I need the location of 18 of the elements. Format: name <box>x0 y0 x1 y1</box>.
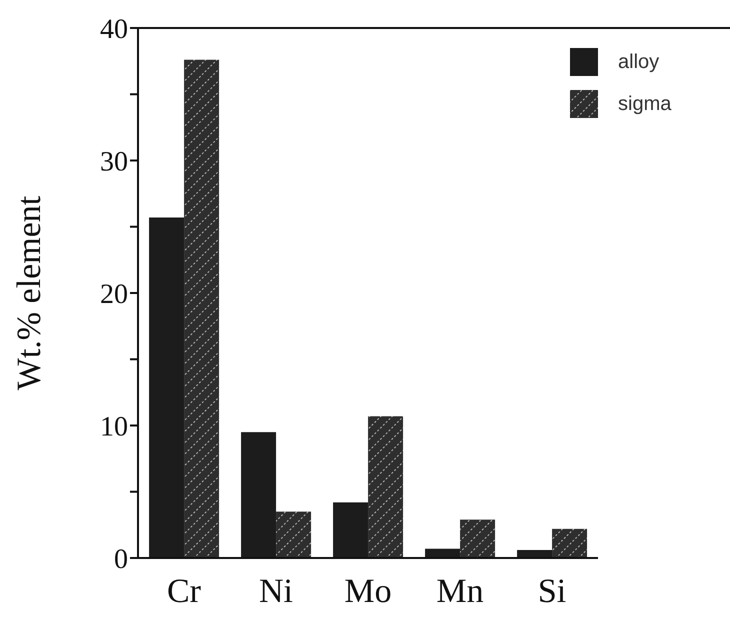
bar <box>184 60 220 558</box>
y-tick-label: 40 <box>100 14 128 45</box>
legend-label: sigma <box>618 92 672 116</box>
y-tick-label: 30 <box>100 146 128 178</box>
bar <box>552 528 588 558</box>
x-tick-label: Cr <box>167 573 202 610</box>
y-axis-title: Wt.% element <box>11 195 48 390</box>
y-tick-label: 10 <box>100 411 128 442</box>
x-tick-label: Mo <box>344 573 392 610</box>
bar <box>460 520 496 558</box>
legend-label: alloy <box>618 50 660 74</box>
y-tick-label: 20 <box>100 278 128 310</box>
x-tick-label: Ni <box>259 573 293 610</box>
y-tick-label: 0 <box>114 544 128 575</box>
x-tick-label: Si <box>538 573 566 610</box>
x-tick-label: Mn <box>436 573 484 610</box>
bar <box>368 416 404 558</box>
bar <box>276 512 312 558</box>
